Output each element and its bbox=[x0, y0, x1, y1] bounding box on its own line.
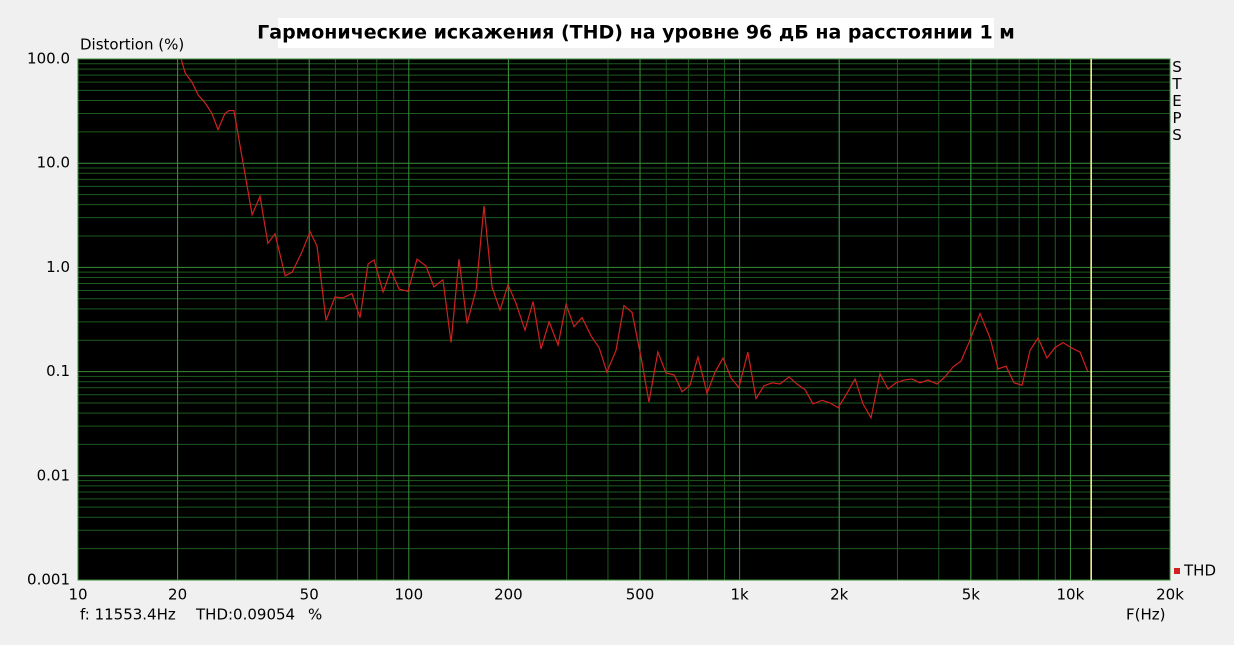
x-tick-label: 20k bbox=[1156, 586, 1184, 604]
cursor-frequency: f: 11553.4Hz bbox=[80, 606, 176, 624]
y-tick-label: 0.01 bbox=[37, 466, 70, 484]
title-background bbox=[278, 18, 994, 48]
chart-title: Гармонические искажения (THD) на уровне … bbox=[257, 22, 1015, 44]
y-tick-label: 10.0 bbox=[37, 154, 70, 172]
x-tick-label: 10k bbox=[1057, 586, 1085, 604]
cursor-readout: THD:0.09054 bbox=[195, 606, 295, 624]
plot-area bbox=[77, 58, 1171, 581]
x-tick-label: 2k bbox=[830, 586, 849, 604]
x-tick-label: 10 bbox=[68, 586, 87, 604]
legend-label: THD bbox=[1183, 562, 1216, 580]
legend-swatch bbox=[1174, 568, 1180, 574]
y-tick-label: 100.0 bbox=[27, 50, 70, 68]
data-line bbox=[180, 58, 1089, 420]
x-tick-label: 20 bbox=[168, 586, 187, 604]
x-axis-label: F(Hz) bbox=[1126, 606, 1166, 624]
x-tick-label: 50 bbox=[300, 586, 319, 604]
cursor-unit: % bbox=[308, 606, 322, 624]
x-tick-label: 1k bbox=[730, 586, 749, 604]
x-tick-label: 5k bbox=[962, 586, 981, 604]
y-tick-label: 0.1 bbox=[46, 362, 70, 380]
x-tick-label: 500 bbox=[626, 586, 655, 604]
x-tick-label: 200 bbox=[494, 586, 523, 604]
y-tick-label: 1.0 bbox=[46, 258, 70, 276]
side-label: STEPS bbox=[1172, 58, 1182, 144]
x-tick-label: 100 bbox=[394, 586, 423, 604]
y-tick-label: 0.001 bbox=[27, 571, 70, 589]
y-axis-label: Distortion (%) bbox=[80, 36, 184, 54]
